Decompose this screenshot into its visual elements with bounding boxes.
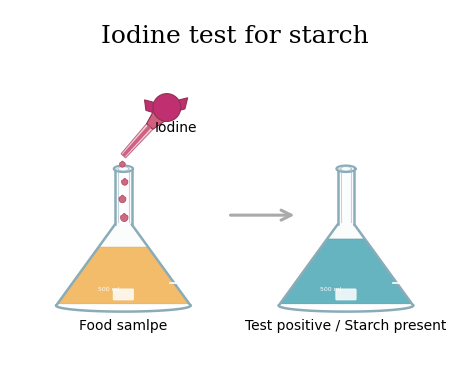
Polygon shape (146, 101, 174, 129)
Polygon shape (115, 169, 132, 225)
Polygon shape (337, 165, 356, 172)
FancyBboxPatch shape (113, 289, 134, 300)
Polygon shape (119, 195, 126, 203)
Polygon shape (145, 100, 163, 114)
Text: Test positive / Starch present: Test positive / Starch present (245, 319, 447, 333)
Text: Iodine test for starch: Iodine test for starch (101, 25, 369, 48)
Polygon shape (122, 178, 128, 185)
Polygon shape (280, 239, 412, 304)
Text: 500 ml: 500 ml (98, 287, 119, 292)
Polygon shape (114, 165, 133, 172)
Polygon shape (121, 124, 153, 158)
Polygon shape (57, 247, 189, 304)
Polygon shape (337, 169, 355, 225)
Polygon shape (171, 98, 188, 112)
Polygon shape (122, 125, 151, 157)
FancyBboxPatch shape (336, 289, 356, 300)
Text: Iodine: Iodine (155, 121, 197, 135)
Text: Food samlpe: Food samlpe (79, 319, 167, 333)
Polygon shape (279, 225, 413, 306)
Text: 500 ml: 500 ml (320, 287, 342, 292)
Polygon shape (119, 161, 125, 167)
Circle shape (153, 94, 181, 121)
Polygon shape (56, 225, 191, 306)
Polygon shape (120, 213, 128, 222)
